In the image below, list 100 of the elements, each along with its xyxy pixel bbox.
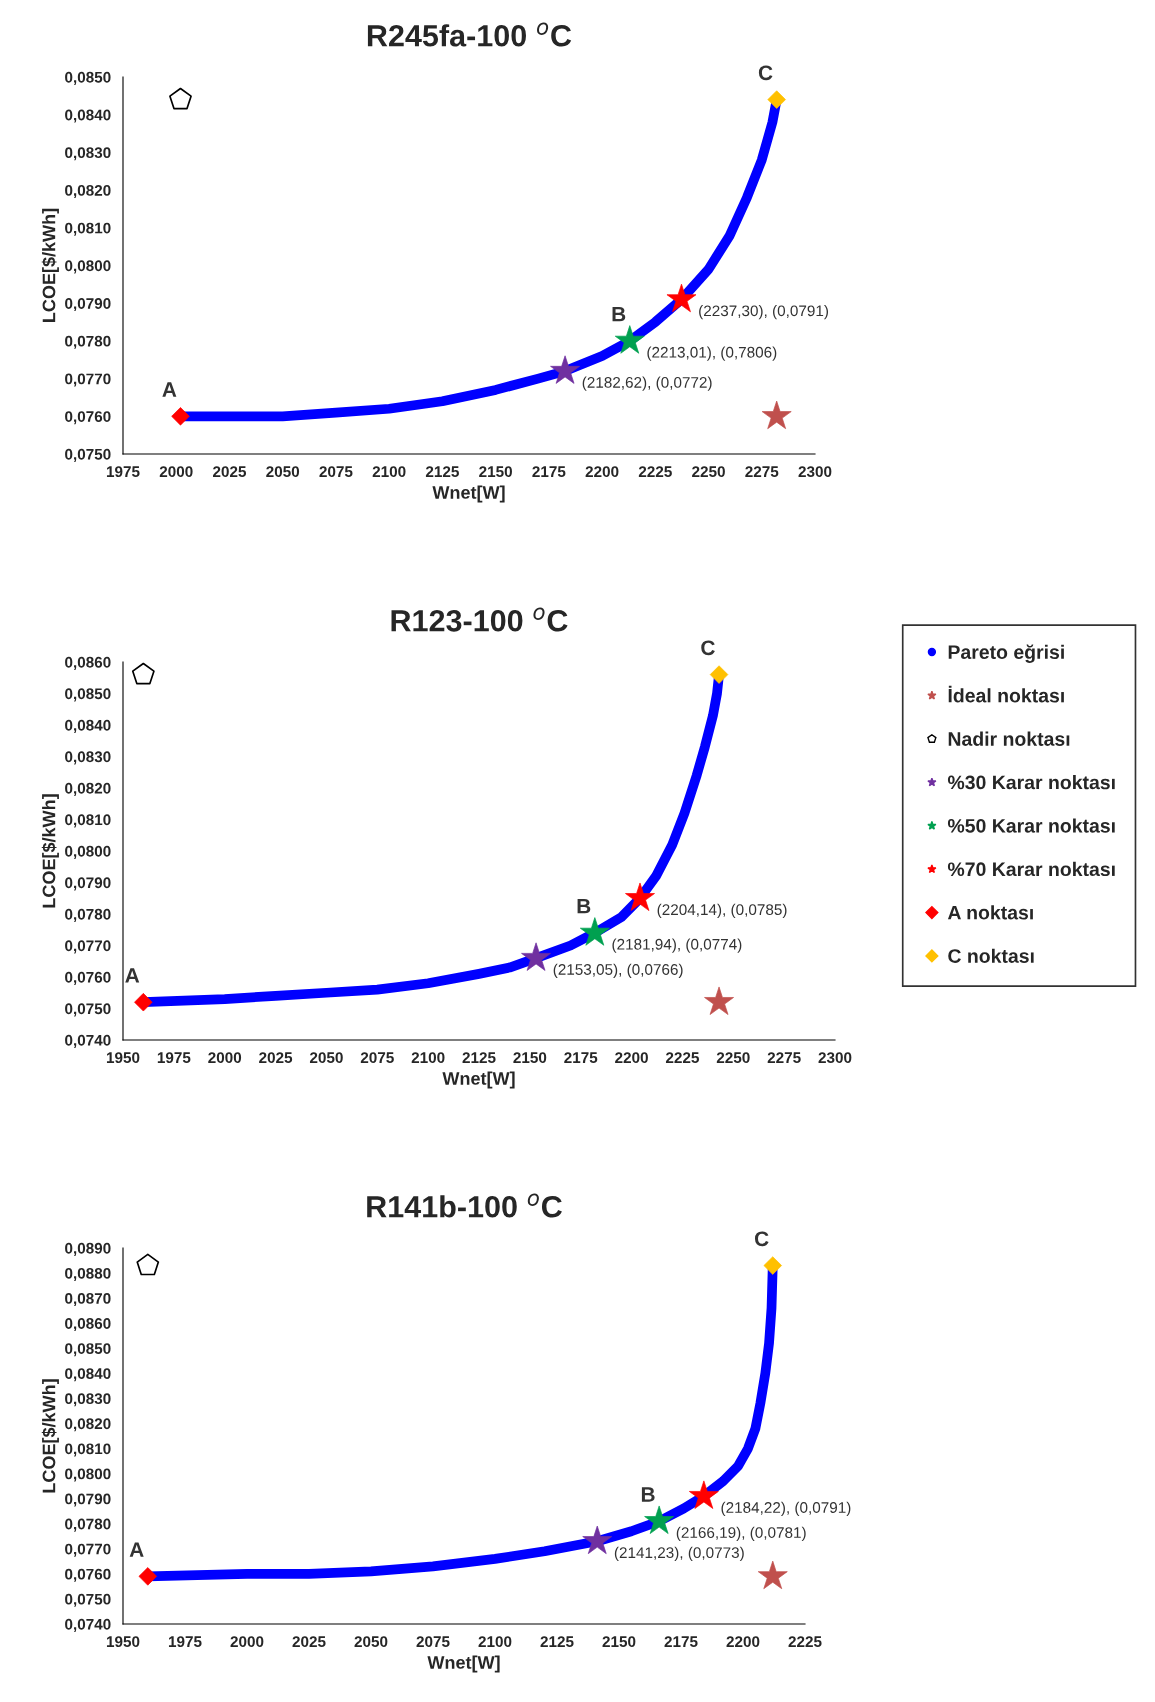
x-tick-label: 2025 <box>259 1052 293 1064</box>
x-tick-label: 2100 <box>372 466 406 478</box>
y-tick-label: 0,0840 <box>65 1368 111 1382</box>
legend-label: İdeal noktası <box>948 685 1064 703</box>
legend-label: C noktası <box>948 948 1034 963</box>
y-tick-label: 0,0770 <box>65 373 111 387</box>
y-tick-label: 0,0840 <box>65 719 111 733</box>
y-axis-title: LCOE[$/kWh] <box>41 1379 59 1493</box>
y-tick-label: 0,0760 <box>65 971 111 985</box>
x-tick-label: 2125 <box>540 1636 574 1648</box>
annotation: (2166,19), (0,0781) <box>676 1526 806 1542</box>
y-tick-label: 0,0840 <box>65 109 111 123</box>
x-tick-label: 2075 <box>360 1052 394 1064</box>
y-tick-label: 0,0880 <box>65 1267 111 1281</box>
x-tick-label: 2000 <box>208 1052 242 1064</box>
y-tick-label: 0,0830 <box>65 147 111 161</box>
y-tick-label: 0,0760 <box>65 411 111 425</box>
x-tick-label: 2075 <box>319 466 353 478</box>
x-tick-label: 2150 <box>513 1052 547 1064</box>
y-tick-label: 0,0850 <box>65 1343 111 1357</box>
x-tick-label: 2250 <box>716 1052 750 1064</box>
y-tick-label: 0,0790 <box>65 877 111 891</box>
legend-label: A noktası <box>947 905 1033 920</box>
x-tick-label: 2250 <box>692 466 725 478</box>
y-tick-label: 0,0810 <box>65 222 111 236</box>
x-tick-label: 2225 <box>788 1636 822 1648</box>
x-tick-label: 2225 <box>638 466 672 478</box>
x-tick-label: 2175 <box>532 466 566 478</box>
x-tick-label: 2300 <box>818 1052 852 1064</box>
annotation: C <box>701 640 715 656</box>
x-tick-label: 2150 <box>479 466 512 478</box>
y-tick-label: 0,0850 <box>65 71 111 85</box>
annotation: A <box>162 382 177 397</box>
y-tick-label: 0,0790 <box>65 1493 111 1507</box>
y-tick-label: 0,0820 <box>65 184 111 198</box>
x-tick-label: 2125 <box>425 466 459 478</box>
y-tick-label: 0,0810 <box>65 1443 111 1457</box>
x-tick-label: 2050 <box>354 1636 388 1648</box>
y-tick-label: 0,0800 <box>65 260 111 274</box>
y-tick-label: 0,0780 <box>65 1518 111 1532</box>
x-tick-label: 2050 <box>266 466 300 478</box>
y-tick-label: 0,0860 <box>65 656 111 670</box>
x-tick-label: 1950 <box>106 1052 140 1064</box>
annotation: A <box>125 968 140 983</box>
y-tick-label: 0,0800 <box>65 845 111 859</box>
y-axis-title: LCOE[$/kWh] <box>41 208 59 322</box>
x-tick-label: 2075 <box>416 1636 450 1648</box>
annotation: (2237,30), (0,0791) <box>699 304 829 320</box>
y-tick-label: 0,0870 <box>65 1293 111 1307</box>
x-tick-label: 1950 <box>106 1636 140 1648</box>
y-tick-label: 0,0820 <box>65 782 111 796</box>
x-tick-label: 1975 <box>157 1052 191 1064</box>
legend-label: %30 Karar noktası <box>947 775 1115 790</box>
x-axis-title: Wnet[W] <box>432 485 505 503</box>
y-tick-label: 0,0860 <box>65 1318 111 1332</box>
y-tick-label: 0,0830 <box>65 1393 111 1407</box>
y-tick-label: 0,0750 <box>65 448 111 462</box>
x-tick-label: 2200 <box>615 1052 648 1064</box>
x-tick-label: 2125 <box>462 1052 496 1064</box>
x-tick-label: 2200 <box>726 1636 760 1648</box>
x-tick-label: 2050 <box>309 1052 343 1064</box>
x-tick-label: 2025 <box>292 1636 326 1648</box>
legend-label: Pareto eğrisi <box>948 644 1064 663</box>
annotation: (2204,14), (0,0785) <box>657 903 787 919</box>
annotation: (2182,62), (0,0772) <box>582 376 712 391</box>
x-tick-label: 2000 <box>230 1636 264 1648</box>
annotation: C <box>754 1231 769 1247</box>
x-tick-label: 2150 <box>602 1636 636 1648</box>
y-tick-label: 0,0810 <box>65 814 111 828</box>
y-tick-label: 0,0820 <box>65 1418 111 1432</box>
x-tick-label: 2025 <box>213 466 247 478</box>
x-tick-label: 2225 <box>665 1052 699 1064</box>
x-tick-label: 2100 <box>478 1636 512 1648</box>
annotation: (2213,01), (0,7806) <box>647 346 777 361</box>
x-tick-label: 2100 <box>411 1052 445 1064</box>
y-tick-label: 0,0770 <box>65 1543 111 1557</box>
y-tick-label: 0,0790 <box>65 298 111 312</box>
chart-title: R123-100 $^{o}$C <box>391 607 568 632</box>
y-tick-label: 0,0850 <box>65 688 111 702</box>
x-tick-label: 2000 <box>159 466 193 478</box>
legend-label: Nadir noktası <box>948 731 1070 746</box>
y-tick-label: 0,0890 <box>65 1242 111 1256</box>
point <box>136 1253 160 1276</box>
y-tick-label: 0,0750 <box>65 1003 111 1017</box>
chart-title: R141b-100 $^{o}$C <box>367 1193 562 1218</box>
annotation: A <box>129 1542 144 1557</box>
annotation: (2153,05), (0,0766) <box>553 963 683 978</box>
y-tick-label: 0,0770 <box>65 940 111 954</box>
annotation: C <box>758 65 773 81</box>
y-tick-label: 0,0760 <box>65 1568 111 1582</box>
annotation: B <box>577 898 591 914</box>
y-axis-title: LCOE[$/kWh] <box>41 794 59 908</box>
x-axis-title: Wnet[W] <box>427 1655 500 1673</box>
annotation: (2181,94), (0,0774) <box>612 938 742 953</box>
annotation: (2184,22), (0,0791) <box>721 1501 851 1516</box>
y-tick-label: 0,0780 <box>65 335 111 349</box>
x-tick-label: 1975 <box>168 1636 202 1648</box>
x-tick-label: 1975 <box>106 466 140 478</box>
x-tick-label: 2200 <box>585 466 619 478</box>
x-axis-title: Wnet[W] <box>442 1071 515 1089</box>
